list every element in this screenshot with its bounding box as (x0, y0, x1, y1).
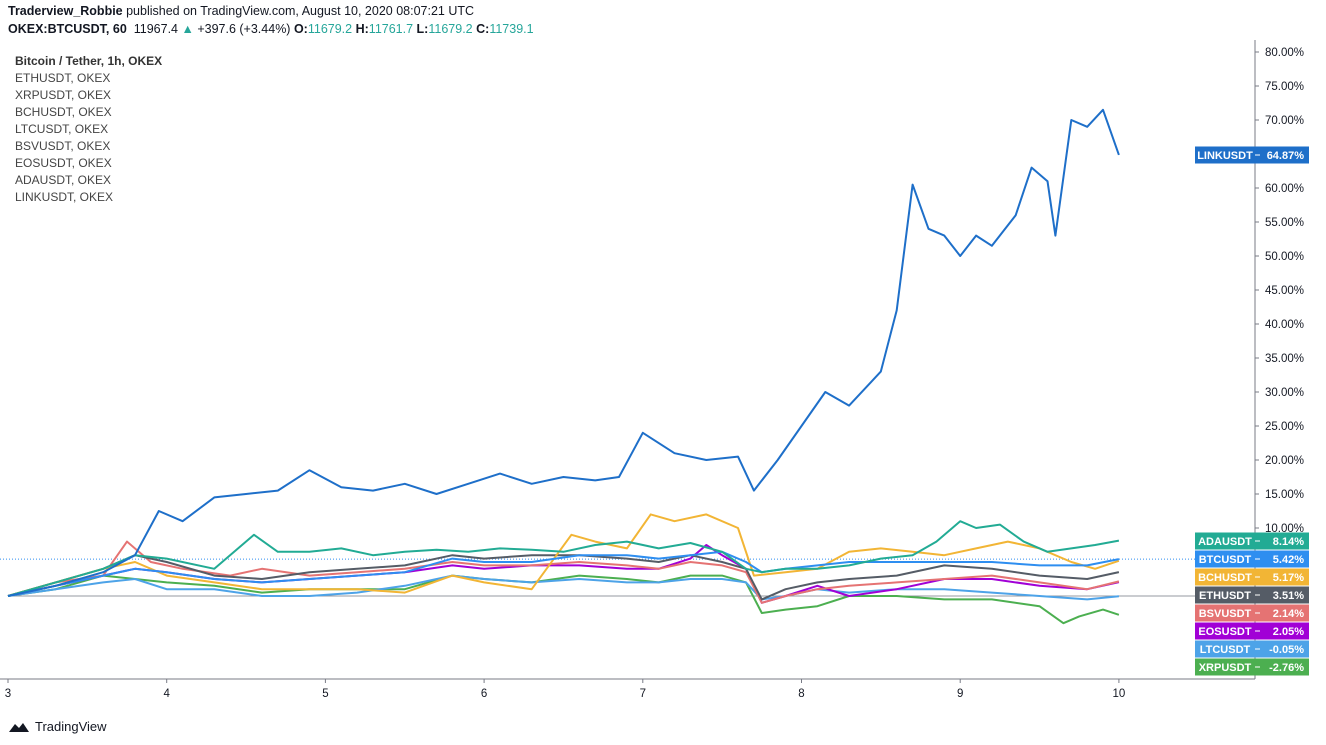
series-line-linkusdt[interactable] (7, 108, 1120, 597)
series-tag-value-bg (1255, 622, 1309, 640)
legend-item[interactable]: LTCUSDT, OKEX (15, 122, 109, 136)
close-label: C: (476, 22, 490, 36)
series-tag-value: 5.17% (1273, 572, 1304, 584)
legend-item[interactable]: ETHUSDT, OKEX (15, 71, 111, 85)
series-tag-value-bg (1255, 640, 1309, 658)
symbol-label: OKEX:BTCUSDT, 60 (8, 22, 127, 36)
series-tag-value: 8.14% (1273, 536, 1304, 548)
y-tick-label: 35.00% (1265, 353, 1304, 365)
series-line-ethusdt[interactable] (7, 554, 1120, 601)
low-label: L: (416, 22, 429, 36)
y-tick-label: 10.00% (1265, 523, 1304, 535)
series-line-ltcusdt[interactable] (7, 574, 1119, 601)
series-tag-ltcusdt (1195, 640, 1255, 658)
ohlc-bar: OKEX:BTCUSDT, 60 11967.4 ▲ +397.6 (+3.44… (8, 22, 534, 36)
series-tag-value-bg (1255, 146, 1309, 164)
up-arrow-icon: ▲ (181, 22, 194, 36)
legend-item[interactable]: XRPUSDT, OKEX (15, 88, 112, 102)
series-tag-value-bg (1255, 568, 1309, 586)
tradingview-logo-icon (9, 722, 29, 732)
y-tick-label: 55.00% (1265, 217, 1304, 229)
y-tick-label: 15.00% (1265, 489, 1304, 501)
high-value: 11761.7 (368, 22, 414, 36)
series-tag-linkusdt (1195, 146, 1255, 164)
x-tick-label: 8 (798, 688, 804, 700)
series-tag-eosusdt (1195, 622, 1255, 640)
tradingview-brand[interactable]: TradingView (8, 719, 107, 734)
series-tag-value-bg (1255, 550, 1309, 568)
low-value: 11679.2 (428, 22, 473, 36)
series-tag-name: BCHUSDT (1198, 572, 1252, 584)
x-tick-label: 4 (163, 688, 170, 700)
legend-item[interactable]: EOSUSDT, OKEX (15, 156, 112, 170)
open-value: 11679.2 (307, 22, 353, 36)
series-tag-value: 5.42% (1273, 554, 1304, 566)
y-tick-label: 20.00% (1265, 455, 1304, 467)
series-tag-name: ADAUSDT (1198, 536, 1252, 548)
y-tick-label: 60.00% (1265, 183, 1304, 195)
series-tag-value: 2.05% (1273, 626, 1304, 638)
series-tag-bchusdt (1195, 568, 1255, 586)
series-line-bsvusdt[interactable] (7, 540, 1120, 604)
series-tag-bsvusdt (1195, 604, 1255, 622)
series-tag-name: XRPUSDT (1199, 662, 1252, 674)
series-tag-value-bg (1255, 586, 1309, 604)
series-line-bchusdt[interactable] (7, 513, 1120, 597)
y-tick-label: 80.00% (1265, 47, 1304, 59)
close-value: 11739.1 (489, 22, 534, 36)
legend-item[interactable]: LINKUSDT, OKEX (15, 190, 114, 204)
y-tick-label: 45.00% (1265, 285, 1304, 297)
series-tag-value: -2.76% (1269, 662, 1304, 674)
series-tag-value: 64.87% (1267, 150, 1305, 162)
chart-legend: Bitcoin / Tether, 1h, OKEX ETHUSDT, OKEX… (15, 53, 162, 206)
publish-info: Traderview_Robbie published on TradingVi… (8, 4, 474, 18)
series-tag-value: -0.05% (1269, 644, 1304, 656)
series-tag-value-bg (1255, 658, 1309, 676)
series-line-adausdt[interactable] (7, 520, 1120, 597)
y-tick-label: 75.00% (1265, 81, 1304, 93)
x-tick-label: 3 (5, 688, 11, 700)
series-tag-name: EOSUSDT (1198, 626, 1251, 638)
series-tag-value-bg (1255, 604, 1309, 622)
high-label: H: (355, 22, 369, 36)
series-tag-name: LTCUSDT (1200, 644, 1251, 656)
series-tag-value: 2.14% (1273, 608, 1304, 620)
x-tick-label: 5 (322, 688, 328, 700)
x-tick-label: 7 (640, 688, 646, 700)
legend-main-series[interactable]: Bitcoin / Tether, 1h, OKEX (15, 54, 163, 68)
series-line-xrpusdt[interactable] (7, 574, 1120, 625)
last-price: 11967.4 (133, 22, 178, 36)
series-tag-btcusdt (1195, 550, 1255, 568)
series-tag-name: LINKUSDT (1197, 150, 1253, 162)
series-tag-name: BSVUSDT (1199, 608, 1252, 620)
series-tag-value: 3.51% (1273, 590, 1304, 602)
legend-item[interactable]: ADAUSDT, OKEX (15, 173, 112, 187)
series-tag-ethusdt (1195, 586, 1255, 604)
y-tick-label: 40.00% (1265, 319, 1304, 331)
series-tag-adausdt (1195, 532, 1255, 550)
series-tag-value-bg (1255, 532, 1309, 550)
brand-label: TradingView (35, 719, 107, 734)
open-label: O: (293, 22, 308, 36)
series-tag-name: BTCUSDT (1199, 554, 1252, 566)
x-tick-label: 10 (1113, 688, 1126, 700)
y-tick-label: 25.00% (1265, 421, 1304, 433)
legend-item[interactable]: BCHUSDT, OKEX (15, 105, 112, 119)
series-tag-xrpusdt (1195, 658, 1255, 676)
x-tick-label: 6 (481, 688, 487, 700)
series-line-btcusdt[interactable] (7, 550, 1120, 597)
author-name[interactable]: Traderview_Robbie (8, 4, 123, 18)
x-tick-label: 9 (957, 688, 963, 700)
y-tick-label: 70.00% (1265, 115, 1304, 127)
price-change: +397.6 (+3.44%) (197, 22, 291, 36)
y-tick-label: 50.00% (1265, 251, 1304, 263)
series-tag-name: ETHUSDT (1199, 590, 1251, 602)
legend-item[interactable]: BSVUSDT, OKEX (15, 139, 111, 153)
publish-text: published on TradingView.com, August 10,… (126, 4, 475, 18)
y-tick-label: 30.00% (1265, 387, 1304, 399)
